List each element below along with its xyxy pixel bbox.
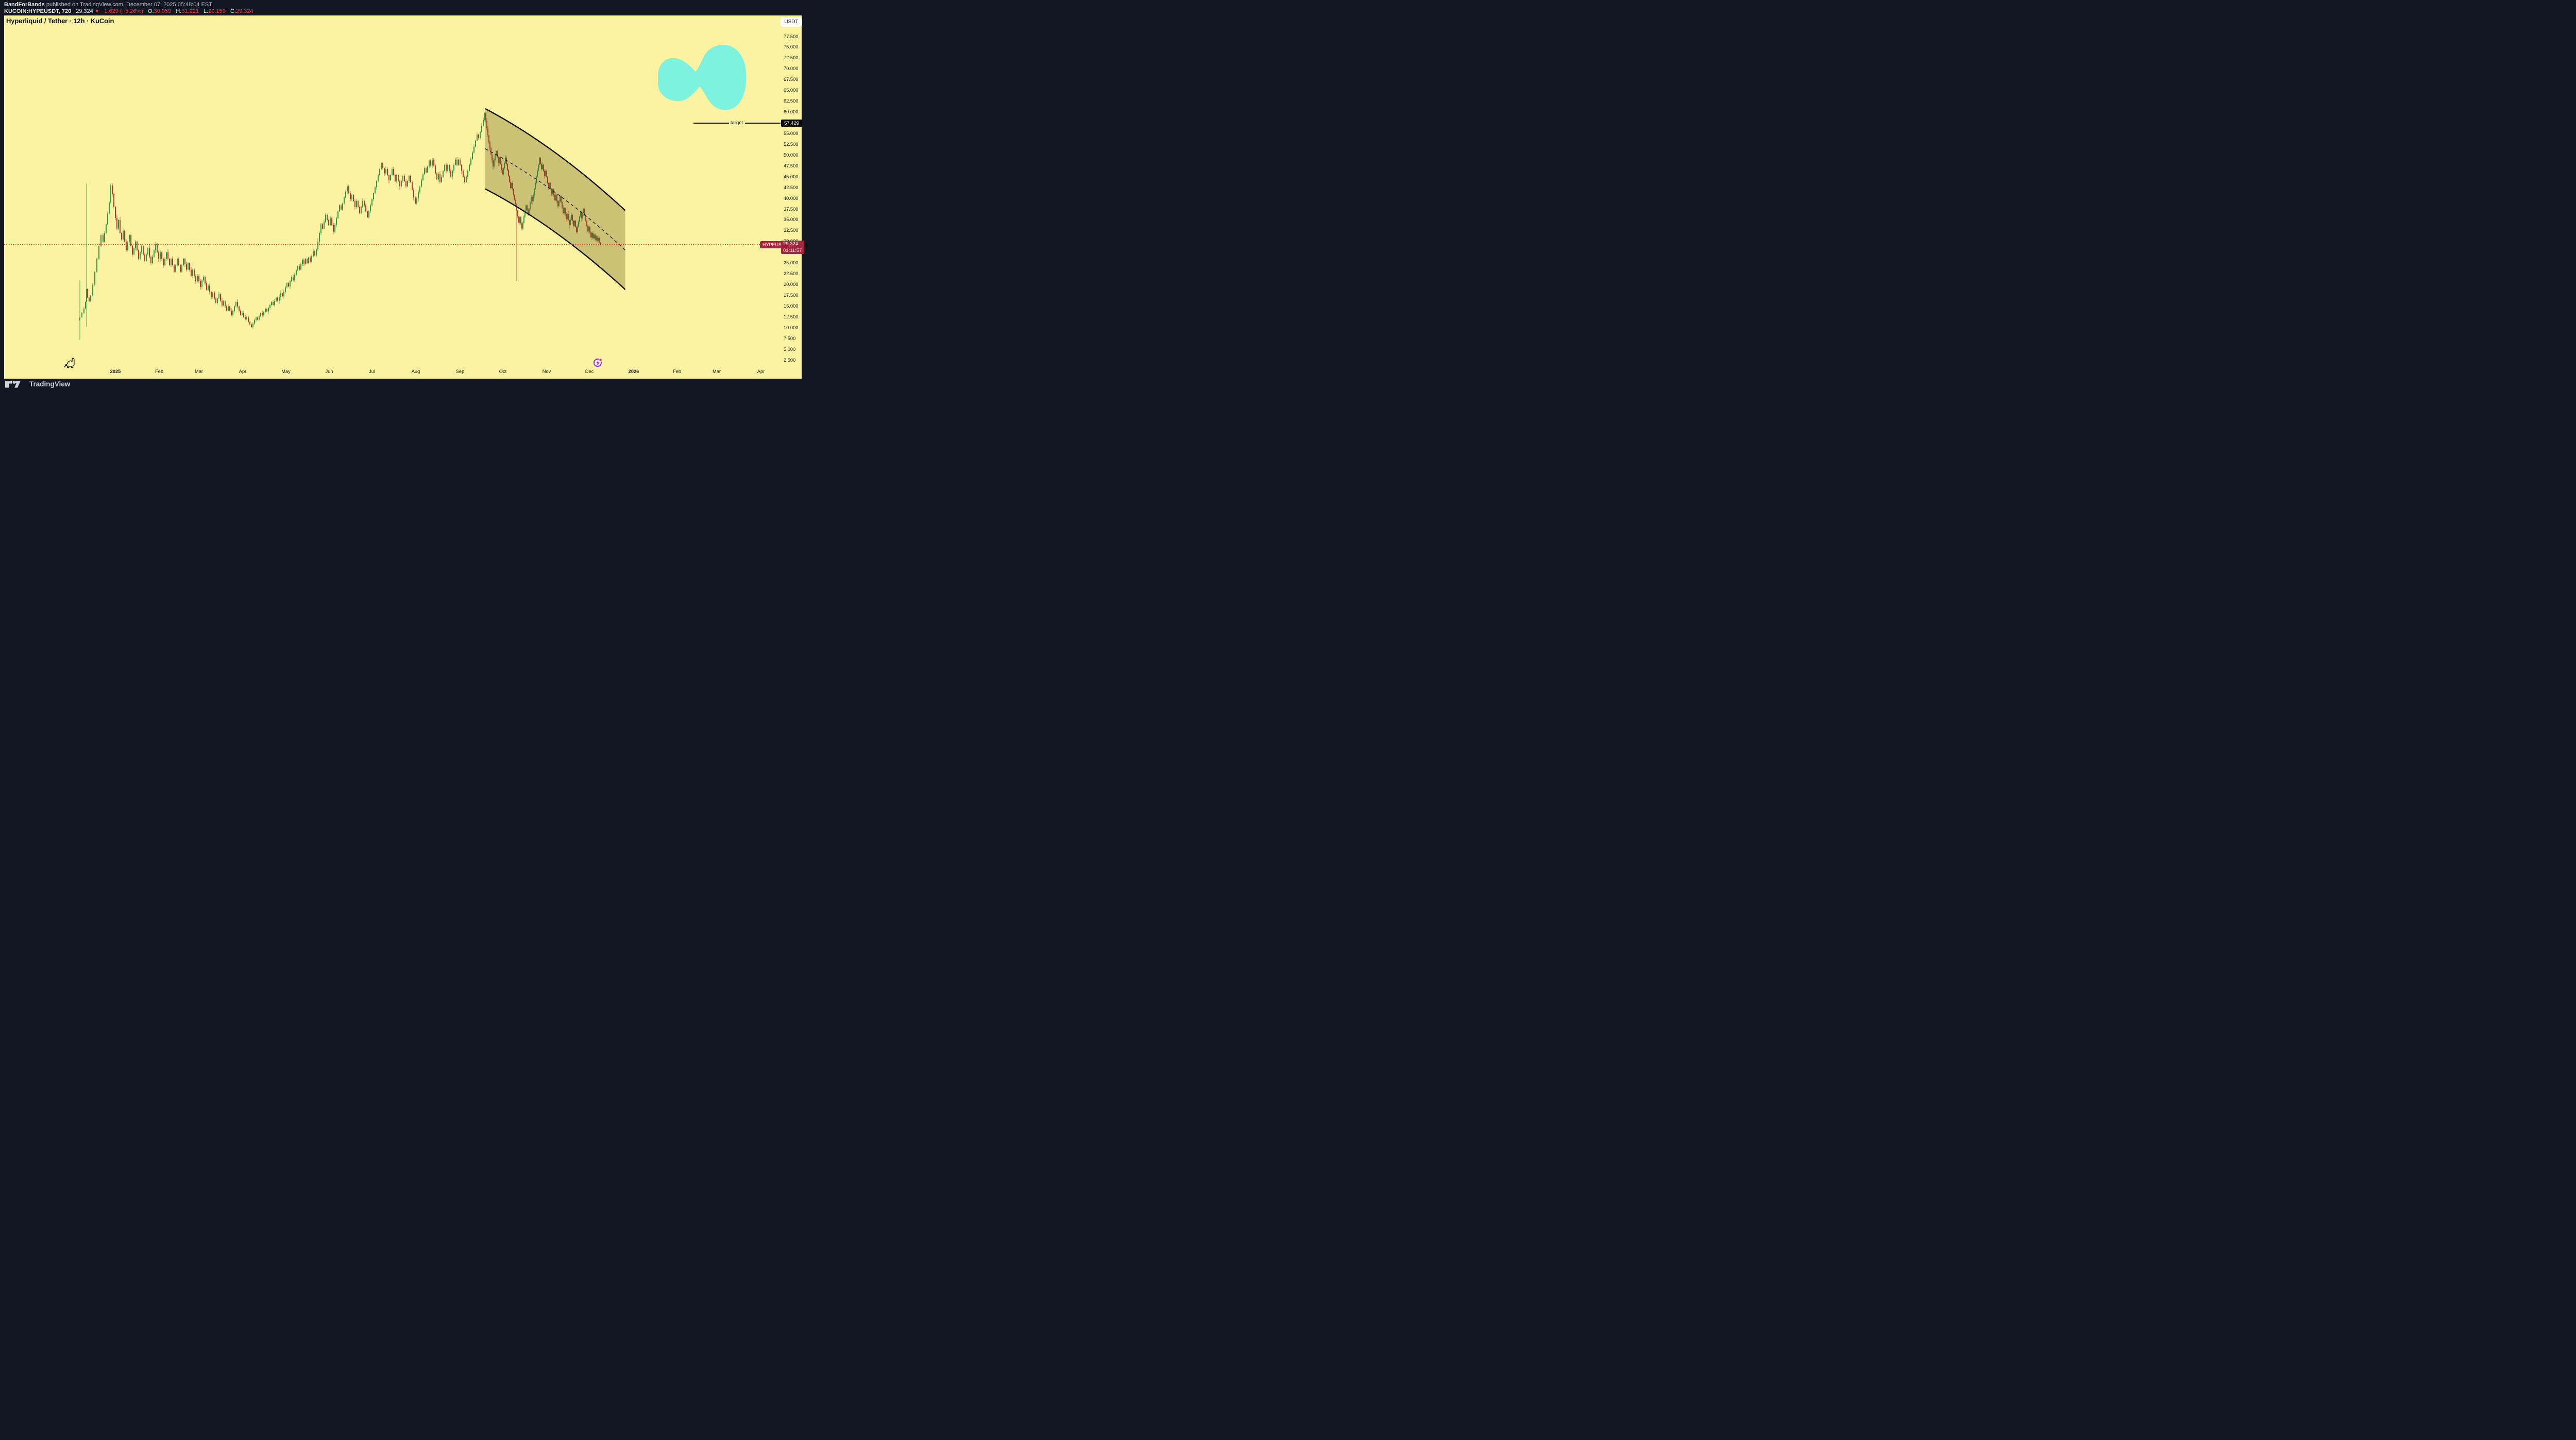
close-label: C: (230, 8, 236, 14)
symbol-name[interactable]: KUCOIN:HYPEUSDT, 720 (4, 8, 72, 14)
y-tick-label: 20.000 (784, 282, 799, 287)
y-tick-label: 60.000 (784, 109, 799, 115)
x-tick-label: Feb (155, 369, 164, 374)
x-tick-label: Aug (411, 369, 420, 374)
y-tick-label: 50.000 (784, 152, 799, 158)
price-change: −1.629 (−5.26%) (100, 8, 143, 14)
x-tick-label: Nov (542, 369, 551, 374)
x-tick-label: Apr (757, 369, 765, 374)
target-line-label[interactable]: target (730, 120, 743, 126)
publish-line: BandForBands published on TradingView.co… (4, 2, 212, 8)
y-tick-label: 40.000 (784, 195, 799, 201)
dinosaur-icon (64, 358, 75, 368)
bar-countdown: 01:11:57 (783, 248, 802, 254)
tradingview-screenshot: BandForBands published on TradingView.co… (0, 0, 808, 390)
footer-bar: TradingView (0, 379, 808, 390)
high-label: H: (176, 8, 182, 14)
y-tick-label: 77.500 (784, 33, 799, 39)
target-line-left[interactable] (693, 123, 729, 124)
y-tick-label: 5.000 (784, 346, 796, 352)
open-value: 30.959 (154, 8, 172, 14)
chart-legend-title[interactable]: Hyperliquid / Tether · 12h · KuCoin (6, 17, 114, 25)
open-label: O: (147, 8, 154, 14)
x-tick-label: 2025 (110, 369, 121, 374)
y-tick-label: 22.500 (784, 271, 799, 277)
y-tick-label: 65.000 (784, 88, 799, 93)
target-line-right[interactable] (745, 123, 781, 124)
y-tick-label: 35.000 (784, 217, 799, 223)
y-tick-label: 52.500 (784, 141, 799, 147)
y-tick-label: 55.000 (784, 130, 799, 136)
descending-channel-fill (485, 108, 625, 290)
flash-event-icon[interactable] (593, 358, 603, 367)
x-tick-label: May (281, 369, 291, 374)
author-name[interactable]: BandForBands (4, 2, 45, 8)
y-tick-label: 42.500 (784, 184, 799, 190)
target-price-badge: 57.429 (781, 120, 802, 127)
x-tick-label: Dec (585, 369, 594, 374)
down-triangle-icon: ▼ (94, 9, 99, 14)
last-price-value: 29.324 (783, 241, 799, 247)
last-price-axis-label: 29.324 01:11:57 (781, 241, 804, 255)
y-tick-label: 45.000 (784, 174, 799, 179)
y-tick-label: 62.500 (784, 98, 799, 104)
low-value: 29.159 (208, 8, 226, 14)
x-tick-label: Jul (369, 369, 375, 374)
tradingview-wordmark[interactable]: TradingView (29, 380, 71, 388)
x-tick-label: Mar (194, 369, 204, 374)
high-value: 31.221 (181, 8, 199, 14)
y-tick-label: 7.500 (784, 335, 796, 341)
candlesticks (79, 112, 601, 340)
y-tick-label: 70.000 (784, 66, 799, 72)
last-price: 29.324 (76, 8, 93, 14)
y-tick-label: 75.000 (784, 44, 799, 50)
channel-midline-dashed (485, 148, 625, 250)
price-chart[interactable] (0, 0, 808, 390)
symbol-status-line: KUCOIN:HYPEUSDT, 720 29.324 ▼ −1.629 (−5… (4, 8, 253, 14)
x-tick-label: 2026 (628, 369, 639, 374)
y-tick-label: 12.500 (784, 314, 799, 319)
y-tick-label: 25.000 (784, 260, 799, 266)
y-tick-label: 47.500 (784, 163, 799, 168)
x-tick-label: Feb (672, 369, 682, 374)
y-tick-label: 15.000 (784, 303, 799, 309)
y-tick-label: 37.500 (784, 206, 799, 212)
publish-info: published on TradingView.com, December 0… (44, 2, 212, 8)
y-tick-label: 32.500 (784, 228, 799, 233)
currency-toggle-button[interactable]: USDT (781, 17, 802, 27)
y-tick-label: 10.000 (784, 325, 799, 330)
y-tick-label: 72.500 (784, 55, 799, 61)
tradingview-logo-icon[interactable] (5, 380, 26, 388)
channel-lower-line (485, 188, 626, 290)
x-tick-label: Jun (325, 369, 333, 374)
x-tick-label: Sep (455, 369, 465, 374)
hyperliquid-blob-watermark (658, 45, 747, 110)
close-value: 29.324 (235, 8, 253, 14)
x-tick-label: Oct (499, 369, 507, 374)
channel-upper-line (485, 108, 626, 211)
low-label: L: (204, 8, 209, 14)
x-tick-label: Apr (239, 369, 247, 374)
y-tick-label: 67.500 (784, 77, 799, 82)
publish-header: BandForBands published on TradingView.co… (0, 0, 808, 15)
y-tick-label: 17.500 (784, 293, 799, 298)
y-tick-label: 2.500 (784, 357, 796, 363)
x-tick-label: Mar (712, 369, 721, 374)
